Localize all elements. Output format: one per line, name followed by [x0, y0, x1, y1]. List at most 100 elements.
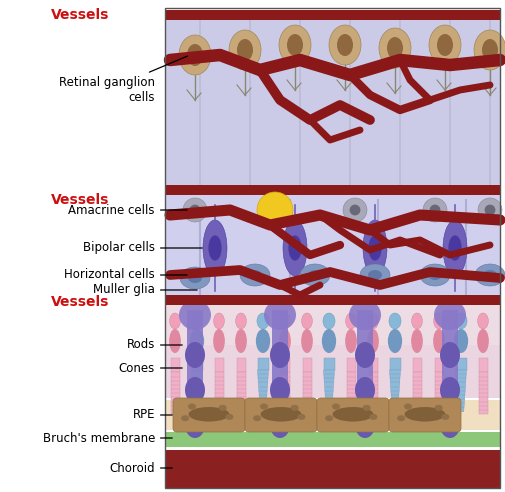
- Ellipse shape: [236, 313, 246, 329]
- Ellipse shape: [368, 313, 378, 329]
- Polygon shape: [258, 370, 269, 412]
- Ellipse shape: [423, 198, 447, 222]
- Ellipse shape: [297, 414, 306, 420]
- Text: Amacrine cells: Amacrine cells: [69, 204, 187, 216]
- Ellipse shape: [308, 270, 322, 280]
- Text: Rods: Rods: [127, 338, 182, 351]
- Bar: [442, 310, 458, 393]
- Ellipse shape: [169, 329, 181, 353]
- Ellipse shape: [455, 313, 467, 329]
- Bar: [389, 358, 400, 370]
- Ellipse shape: [343, 198, 367, 222]
- Ellipse shape: [367, 329, 379, 353]
- Bar: [479, 358, 487, 372]
- Ellipse shape: [412, 313, 422, 329]
- Ellipse shape: [229, 30, 261, 70]
- Ellipse shape: [448, 235, 462, 261]
- Ellipse shape: [290, 405, 298, 411]
- Ellipse shape: [283, 220, 307, 276]
- Polygon shape: [324, 370, 334, 412]
- Ellipse shape: [441, 414, 449, 420]
- Bar: [434, 372, 443, 414]
- Polygon shape: [191, 370, 203, 412]
- Ellipse shape: [203, 220, 227, 276]
- Polygon shape: [456, 370, 467, 412]
- Ellipse shape: [475, 264, 505, 286]
- Ellipse shape: [430, 205, 440, 215]
- Bar: [413, 372, 422, 414]
- Ellipse shape: [185, 377, 205, 403]
- Ellipse shape: [279, 25, 311, 65]
- Text: Muller glia: Muller glia: [93, 283, 197, 297]
- Ellipse shape: [237, 39, 253, 61]
- Ellipse shape: [264, 300, 296, 330]
- Ellipse shape: [337, 34, 353, 56]
- Ellipse shape: [363, 405, 371, 411]
- Ellipse shape: [355, 342, 375, 368]
- Ellipse shape: [420, 264, 450, 286]
- Bar: [165, 305, 500, 345]
- Ellipse shape: [235, 329, 247, 353]
- Text: RPE: RPE: [132, 408, 172, 422]
- Ellipse shape: [434, 300, 466, 330]
- Ellipse shape: [213, 329, 225, 353]
- Ellipse shape: [253, 415, 261, 421]
- Ellipse shape: [478, 198, 502, 222]
- Ellipse shape: [397, 415, 405, 421]
- Bar: [165, 295, 500, 305]
- Ellipse shape: [270, 377, 290, 403]
- Ellipse shape: [261, 407, 301, 422]
- Ellipse shape: [387, 37, 403, 59]
- Text: Retinal ganglion
cells: Retinal ganglion cells: [59, 56, 187, 104]
- FancyBboxPatch shape: [317, 398, 389, 432]
- Text: Cones: Cones: [119, 362, 182, 374]
- Ellipse shape: [256, 329, 270, 353]
- Ellipse shape: [183, 198, 207, 222]
- Ellipse shape: [248, 270, 262, 280]
- Ellipse shape: [440, 412, 460, 438]
- FancyBboxPatch shape: [173, 398, 245, 432]
- Ellipse shape: [363, 220, 387, 276]
- Text: Horizontal cells: Horizontal cells: [64, 269, 187, 281]
- Ellipse shape: [437, 34, 453, 56]
- Bar: [215, 358, 224, 372]
- Bar: [165, 10, 500, 190]
- Ellipse shape: [477, 329, 489, 353]
- Bar: [236, 372, 245, 414]
- Ellipse shape: [189, 205, 200, 215]
- Bar: [171, 358, 179, 372]
- Bar: [165, 10, 500, 20]
- Ellipse shape: [181, 415, 189, 421]
- Ellipse shape: [279, 329, 291, 353]
- Bar: [324, 358, 334, 370]
- Ellipse shape: [325, 415, 333, 421]
- Ellipse shape: [332, 403, 340, 409]
- Ellipse shape: [179, 300, 211, 330]
- Bar: [346, 372, 356, 414]
- Bar: [165, 400, 500, 430]
- Bar: [165, 432, 500, 447]
- Text: Bruch's membrane: Bruch's membrane: [42, 431, 172, 444]
- Ellipse shape: [329, 25, 361, 65]
- Ellipse shape: [443, 220, 467, 276]
- Bar: [456, 358, 467, 370]
- Ellipse shape: [349, 205, 361, 215]
- Ellipse shape: [288, 235, 301, 261]
- Ellipse shape: [485, 205, 495, 215]
- Ellipse shape: [280, 313, 290, 329]
- Ellipse shape: [389, 313, 401, 329]
- Ellipse shape: [188, 273, 202, 283]
- Ellipse shape: [191, 313, 203, 329]
- Ellipse shape: [225, 414, 233, 420]
- Text: Vessels: Vessels: [51, 8, 109, 22]
- Ellipse shape: [301, 329, 313, 353]
- Ellipse shape: [435, 405, 442, 411]
- Ellipse shape: [405, 407, 445, 422]
- Ellipse shape: [434, 313, 444, 329]
- Ellipse shape: [188, 407, 229, 422]
- Ellipse shape: [345, 313, 357, 329]
- Ellipse shape: [214, 313, 224, 329]
- Ellipse shape: [483, 270, 497, 280]
- Ellipse shape: [263, 198, 287, 222]
- Ellipse shape: [369, 414, 377, 420]
